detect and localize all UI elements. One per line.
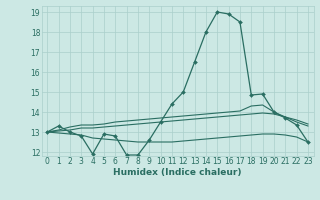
X-axis label: Humidex (Indice chaleur): Humidex (Indice chaleur) [113,168,242,177]
